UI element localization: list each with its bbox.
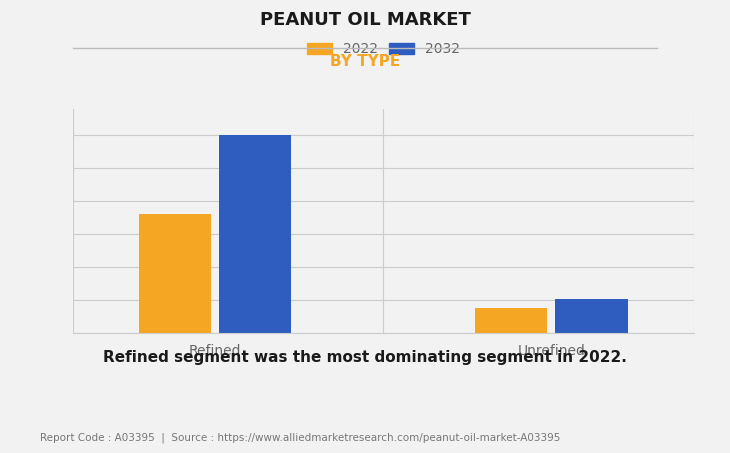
Bar xyxy=(556,299,628,333)
Text: BY TYPE: BY TYPE xyxy=(330,54,400,69)
Bar xyxy=(139,214,211,333)
Text: PEANUT OIL MARKET: PEANUT OIL MARKET xyxy=(260,11,470,29)
Bar xyxy=(475,308,548,333)
Text: Report Code : A03395  |  Source : https://www.alliedmarketresearch.com/peanut-oi: Report Code : A03395 | Source : https://… xyxy=(40,433,561,443)
Text: Refined segment was the most dominating segment in 2022.: Refined segment was the most dominating … xyxy=(103,350,627,365)
Bar xyxy=(219,135,291,333)
Legend: 2022, 2032: 2022, 2032 xyxy=(302,39,464,61)
